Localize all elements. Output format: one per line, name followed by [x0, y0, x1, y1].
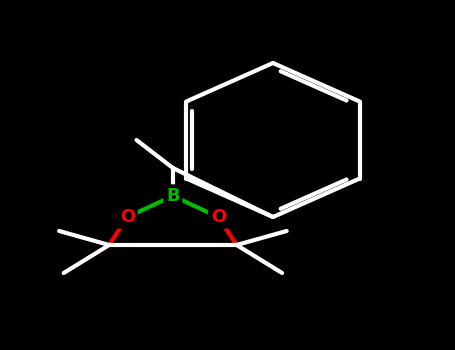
Text: B: B: [166, 187, 180, 205]
Text: O: O: [211, 208, 226, 226]
Text: O: O: [120, 208, 135, 226]
